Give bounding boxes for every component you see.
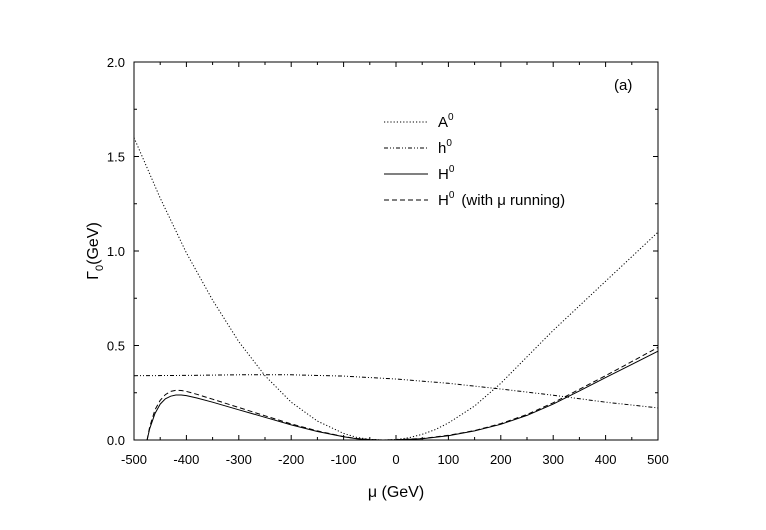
y-tick-label: 0.5 bbox=[107, 339, 125, 354]
x-tick-label: 200 bbox=[490, 452, 512, 467]
y-axis-label: Γ0(GeV) bbox=[85, 222, 106, 280]
series-line-h0-with-running bbox=[146, 346, 659, 441]
y-tick-label: 2.0 bbox=[107, 55, 125, 70]
y-tick-label: 0.0 bbox=[107, 433, 125, 448]
tick-marks bbox=[133, 61, 659, 441]
series-line-a0 bbox=[133, 137, 659, 441]
x-tick-label: 0 bbox=[392, 452, 399, 467]
y-axis-label-symbol: Γ bbox=[85, 271, 102, 280]
legend-entry-label: H0 bbox=[438, 164, 455, 183]
legend: A0 h0 H0 H0 (with μ running) bbox=[384, 112, 565, 209]
x-tick-label: 300 bbox=[542, 452, 564, 467]
x-tick-label: 100 bbox=[438, 452, 460, 467]
y-axis-label-unit: (GeV) bbox=[85, 222, 102, 265]
y-axis-label-subscript: 0 bbox=[94, 265, 106, 271]
x-tick-label: -300 bbox=[226, 452, 252, 467]
series-lines bbox=[133, 137, 659, 441]
panel-label: (a) bbox=[614, 77, 632, 94]
x-tick-label: 400 bbox=[595, 452, 617, 467]
legend-entry-label: H0 (with μ running) bbox=[438, 190, 565, 209]
svg-text:Γ0(GeV): Γ0(GeV) bbox=[85, 222, 106, 280]
x-tick-label: 500 bbox=[647, 452, 669, 467]
x-tick-label: -500 bbox=[121, 452, 147, 467]
series-line-h0 bbox=[146, 350, 659, 441]
x-tick-label: -200 bbox=[278, 452, 304, 467]
series-line-h0 bbox=[133, 374, 659, 409]
plot-frame bbox=[133, 61, 659, 441]
x-axis-label: μ (GeV) bbox=[368, 484, 424, 501]
legend-entry-label: A0 bbox=[438, 112, 454, 131]
x-tick-label: -100 bbox=[331, 452, 357, 467]
legend-entry-label: h0 bbox=[438, 138, 452, 157]
tick-labels: -500 -400 -300 -200 -100 0 100 200 300 400 500 0.0 0… bbox=[107, 55, 669, 467]
x-tick-label: -400 bbox=[173, 452, 199, 467]
y-tick-label: 1.5 bbox=[107, 150, 125, 165]
y-tick-label: 1.0 bbox=[107, 244, 125, 259]
